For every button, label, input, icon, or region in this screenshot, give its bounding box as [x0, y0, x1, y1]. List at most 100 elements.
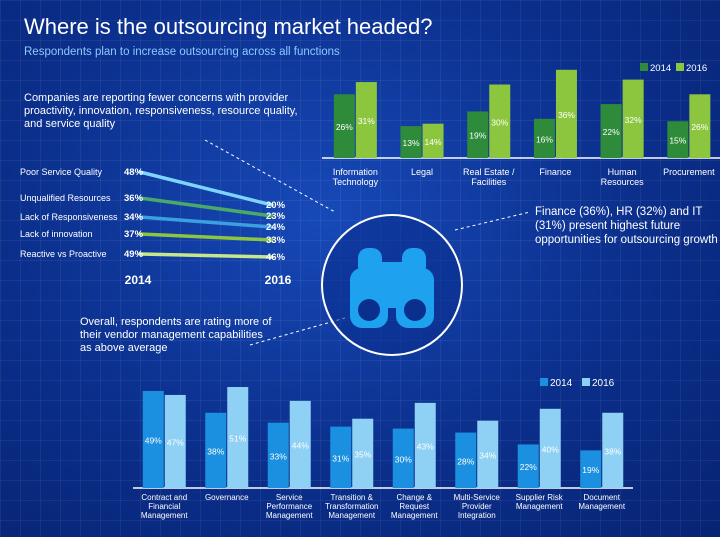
bar-value-label: 28% — [457, 456, 474, 466]
slope-value-2016: 20% — [266, 200, 286, 211]
page-subtitle: Respondents plan to increase outsourcing… — [24, 46, 340, 58]
legend-swatch-2014 — [640, 63, 648, 71]
slope-line — [138, 215, 274, 229]
category-label: Contract and Financial Management — [141, 493, 188, 520]
bar-value-label: 15% — [669, 136, 686, 146]
bar-2014 — [392, 428, 414, 488]
page-title: Where is the outsourcing market headed? — [24, 14, 433, 39]
bar-value-label: 22% — [520, 462, 537, 472]
concern-label: Lack of innovation — [20, 229, 93, 239]
slope-value-2016: 23% — [266, 211, 286, 222]
bar-2014 — [205, 412, 227, 488]
bar-value-label: 30% — [395, 454, 412, 464]
slope-value-2016: 33% — [266, 235, 286, 246]
bar-value-label: 32% — [625, 115, 642, 125]
bar-2014 — [330, 426, 352, 488]
slope-value-2014: 37% — [124, 229, 144, 240]
bar-2016 — [477, 420, 499, 488]
bar-2016 — [622, 79, 644, 158]
bar-2016 — [414, 402, 436, 488]
slope-value-2016: 24% — [266, 222, 286, 233]
slope-value-2014: 36% — [124, 193, 144, 204]
bar-2014 — [333, 94, 355, 158]
bar-2014 — [600, 104, 622, 158]
bar-2016 — [355, 82, 377, 158]
category-label: Real Estate / Facilities — [463, 167, 515, 187]
category-label: Change & Request Management — [391, 493, 438, 520]
bar-2014 — [400, 126, 422, 158]
category-label: Multi-Service Provider Integration — [454, 493, 501, 520]
year-label-2016: 2016 — [265, 273, 292, 287]
bar-value-label: 43% — [417, 441, 434, 451]
category-label: Document Management — [578, 493, 625, 511]
legend-swatch-2016 — [582, 378, 590, 386]
bar-value-label: 44% — [292, 440, 309, 450]
bar-2014 — [517, 444, 539, 488]
bar-value-label: 35% — [354, 449, 371, 459]
category-label: Service Performance Management — [266, 493, 313, 520]
bar-value-label: 13% — [403, 138, 420, 148]
connector-line — [454, 211, 531, 231]
bar-value-label: 51% — [229, 434, 246, 444]
legend-swatch-2016 — [676, 63, 684, 71]
vendor-management-chart: 49% 47% Contract and Financial Management 38%… — [133, 378, 633, 520]
bar-2014 — [533, 118, 555, 158]
slope-value-2014: 48% — [124, 167, 144, 178]
bar-value-label: 31% — [358, 116, 375, 126]
bar-value-label: 30% — [491, 117, 508, 127]
concern-label: Reactive vs Proactive — [20, 249, 107, 259]
bar-value-label: 34% — [479, 450, 496, 460]
bar-value-label: 33% — [270, 451, 287, 461]
legend-label: 2014 — [650, 63, 671, 74]
category-label: Legal — [411, 167, 433, 177]
category-label: Procurement — [663, 167, 715, 177]
function-outsourcing-chart: 26% 31% Information Technology 13% 14% Legal 19… — [322, 63, 720, 187]
bar-value-label: 26% — [691, 122, 708, 132]
bar-2016 — [602, 412, 624, 488]
bar-value-label: 19% — [469, 131, 486, 141]
legend-label: 2016 — [686, 63, 707, 74]
category-label: Information Technology — [333, 167, 379, 187]
bar-value-label: 16% — [536, 134, 553, 144]
bar-2016 — [164, 394, 186, 488]
bar-value-label: 19% — [582, 465, 599, 475]
legend-swatch-2014 — [540, 378, 548, 386]
connector-line — [204, 139, 336, 213]
category-label: Transition & Transformation Management — [325, 493, 379, 520]
bar-2016 — [489, 84, 511, 158]
slope-value-2014: 34% — [124, 212, 144, 223]
binoculars-icon — [350, 248, 434, 328]
bar-2016 — [352, 418, 374, 488]
category-label: Finance — [539, 167, 571, 177]
bar-2016 — [555, 69, 577, 158]
bar-2016 — [289, 400, 311, 488]
bar-value-label: 38% — [604, 446, 621, 456]
bar-2014 — [267, 422, 289, 488]
bar-2014 — [667, 121, 689, 158]
slope-line — [138, 232, 274, 242]
concern-label: Lack of Responsiveness — [20, 212, 118, 222]
bar-value-label: 22% — [603, 127, 620, 137]
slope-value-2014: 49% — [124, 249, 144, 260]
bar-2014 — [455, 432, 477, 488]
vendor-note: Overall, respondents are rating more of … — [80, 316, 272, 354]
concern-label: Poor Service Quality — [20, 167, 103, 177]
bar-value-label: 47% — [167, 437, 184, 447]
slope-line — [138, 196, 274, 218]
bar-value-label: 40% — [542, 444, 559, 454]
bar-2014 — [467, 111, 489, 158]
bar-value-label: 49% — [145, 435, 162, 445]
concern-label: Unqualified Resources — [20, 193, 111, 203]
concerns-slope-chart: Poor Service Quality 48% 20% Unqualified Re… — [20, 167, 292, 287]
category-label: Governance — [205, 493, 249, 502]
bar-2016 — [539, 408, 561, 488]
category-label: Supplier Risk Management — [516, 493, 564, 511]
slope-line — [138, 170, 274, 207]
bar-2016 — [689, 94, 711, 158]
concerns-note: Companies are reporting fewer concerns w… — [24, 92, 298, 130]
connector-line — [249, 317, 346, 346]
bar-value-label: 31% — [332, 453, 349, 463]
year-label-2014: 2014 — [125, 273, 152, 287]
finance-note: Finance (36%), HR (32%) and IT (31%) pre… — [535, 206, 718, 246]
